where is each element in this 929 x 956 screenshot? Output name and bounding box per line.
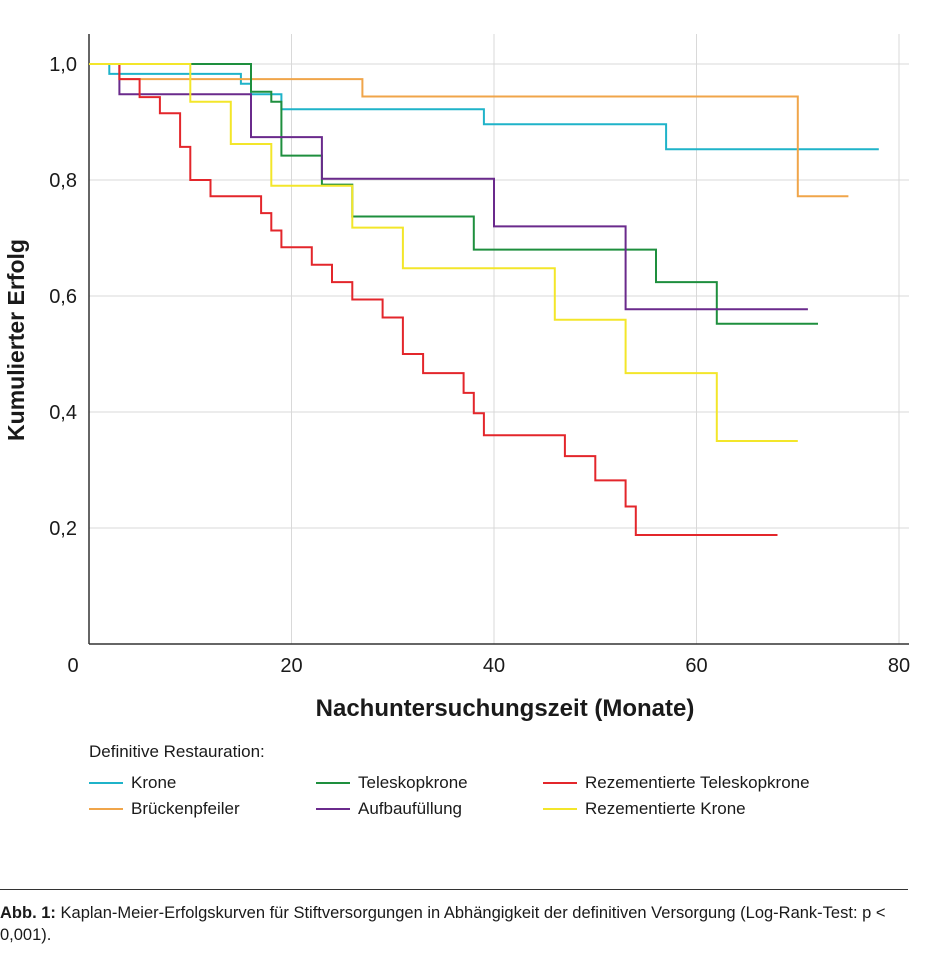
y-tick-label: 0,8 — [49, 170, 77, 192]
x-axis-title: Nachuntersuchungszeit (Monate) — [316, 695, 695, 722]
legend-title: Definitive Restauration: — [89, 742, 265, 761]
legend-label: Aufbaufüllung — [358, 799, 462, 818]
series-lines — [89, 63, 879, 536]
legend-label: Brückenpfeiler — [131, 799, 240, 818]
legend-item: Rezementierte Teleskopkrone — [543, 773, 843, 792]
figure-caption: Abb. 1: Kaplan-Meier-Erfolgskurven für S… — [0, 902, 908, 946]
x-tick-label: 80 — [888, 655, 910, 677]
series-line-rezementierte-krone — [89, 63, 798, 442]
legend-label: Teleskopkrone — [358, 773, 468, 792]
x-tick-label: 20 — [280, 655, 302, 677]
legend-label: Rezementierte Krone — [585, 799, 746, 818]
series-line-teleskopkrone — [89, 63, 818, 325]
legend-swatch — [89, 808, 123, 810]
series-line-rezementierte-teleskopkrone — [89, 63, 778, 536]
legend-item: Brückenpfeiler — [89, 799, 316, 818]
caption-divider — [0, 889, 908, 890]
grid-lines — [89, 34, 909, 644]
y-tick-label: 0,4 — [49, 402, 77, 424]
x-tick-label: 60 — [685, 655, 707, 677]
legend-item: Rezementierte Krone — [543, 799, 843, 818]
axes — [88, 34, 909, 645]
kaplan-meier-chart: 0 20 40 60 80 0,2 0,4 0,6 0,8 1,0 Nachuntersuchun… — [3, 34, 910, 722]
series-line-krone — [89, 63, 879, 151]
legend-items: Krone Teleskopkrone Rezementierte Teleskop… — [89, 773, 849, 818]
legend-swatch — [89, 782, 123, 784]
tick-labels: 0 20 40 60 80 0,2 0,4 0,6 0,8 1,0 — [49, 54, 910, 677]
legend: Definitive Restauration: Krone Teleskopkr… — [89, 742, 849, 818]
legend-swatch — [543, 782, 577, 784]
legend-swatch — [316, 782, 350, 784]
legend-item: Aufbaufüllung — [316, 799, 543, 818]
y-tick-label: 0,6 — [49, 286, 77, 308]
legend-item: Teleskopkrone — [316, 773, 543, 792]
series-line-aufbauf-llung — [89, 63, 808, 311]
x-tick-label: 0 — [67, 655, 78, 677]
caption-label: Abb. 1: — [0, 904, 56, 922]
legend-label: Krone — [131, 773, 177, 792]
y-axis-title: Kumulierter Erfolg — [3, 239, 29, 441]
legend-item: Krone — [89, 773, 316, 792]
legend-swatch — [543, 808, 577, 810]
legend-swatch — [316, 808, 350, 810]
y-tick-label: 1,0 — [49, 54, 77, 76]
caption-text: Kaplan-Meier-Erfolgskurven für Stiftvers… — [0, 904, 886, 944]
legend-label: Rezementierte Teleskopkrone — [585, 773, 810, 792]
x-tick-label: 40 — [483, 655, 505, 677]
y-tick-label: 0,2 — [49, 518, 77, 540]
series-line-br-ckenpfeiler — [89, 63, 849, 198]
